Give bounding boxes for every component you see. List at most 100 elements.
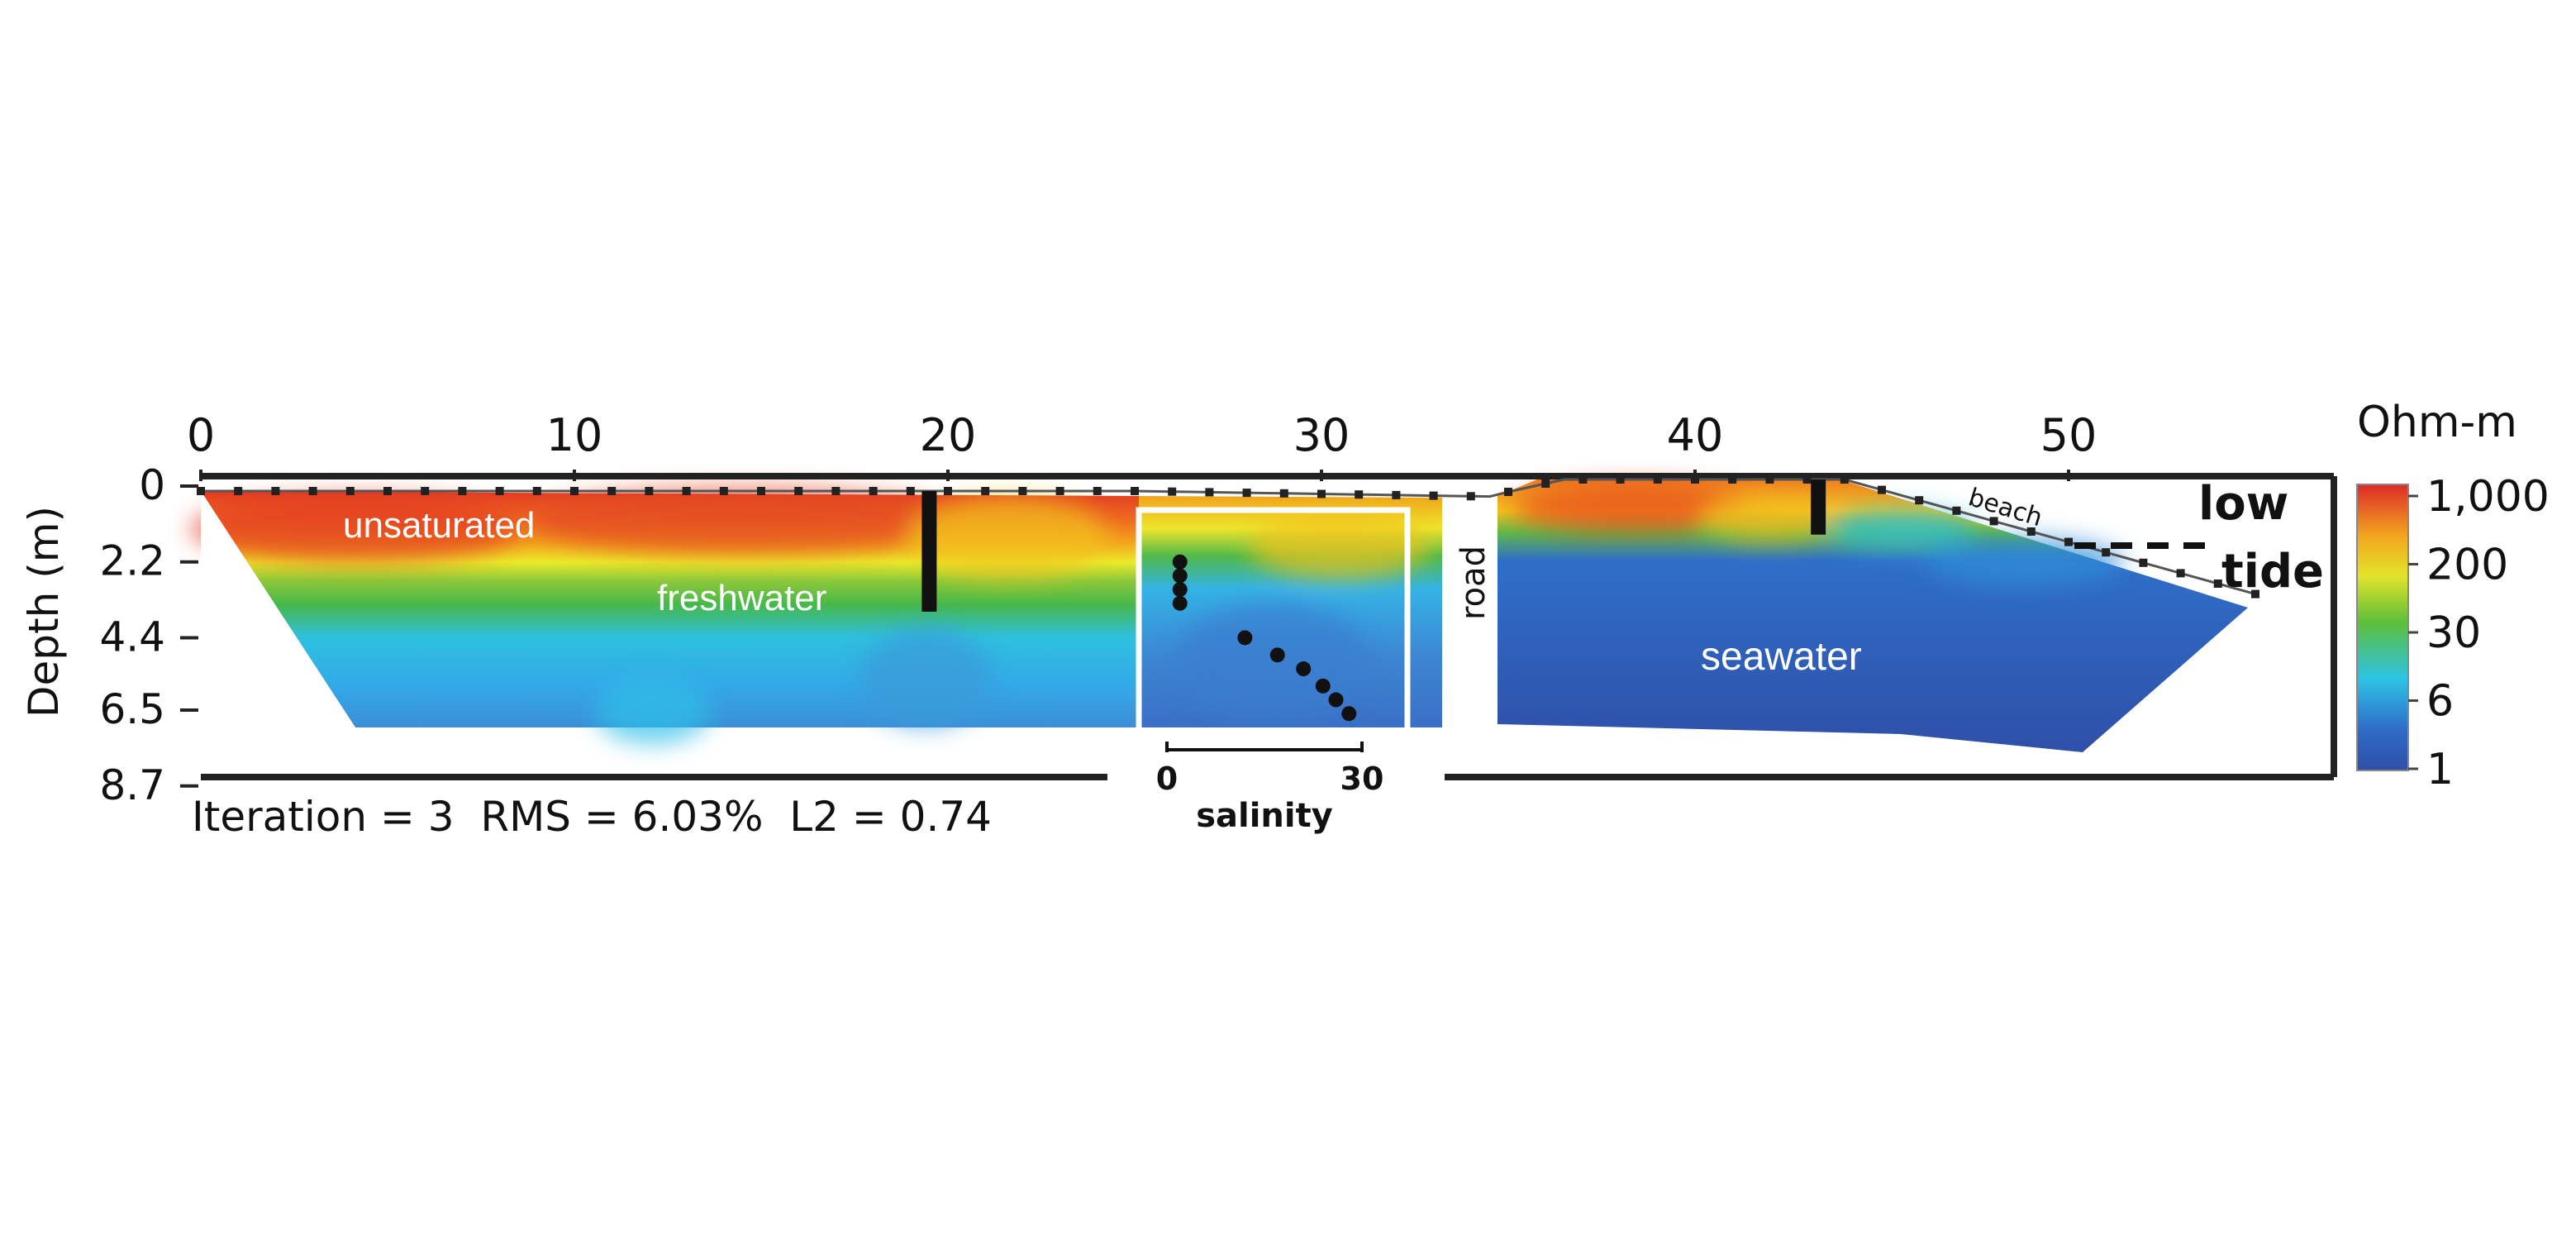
- salinity-axis-label: salinity: [1196, 797, 1333, 835]
- label-road: road: [1455, 546, 1493, 620]
- electrode-marker: [1989, 517, 1998, 526]
- x-axis-ticks: 0 10 20 30 40 50: [187, 409, 2097, 481]
- electrode-marker: [1279, 489, 1288, 498]
- colorbar-tick-label: 1: [2426, 745, 2454, 794]
- electrode-marker: [345, 487, 355, 495]
- electrode-marker: [906, 487, 915, 495]
- electrode-marker: [1653, 475, 1662, 484]
- salinity-point: [1296, 661, 1312, 677]
- electrode-marker: [2176, 569, 2185, 578]
- x-tick-label: 10: [546, 409, 603, 461]
- electrode-marker: [1541, 479, 1550, 488]
- electrode-marker: [1205, 488, 1214, 497]
- boreholes: [921, 479, 1826, 612]
- electrode-marker: [2139, 558, 2148, 567]
- electrode-marker: [1728, 475, 1737, 484]
- electrode-marker: [495, 487, 504, 495]
- electrode-marker: [1765, 475, 1774, 484]
- electrode-marker: [1131, 487, 1139, 495]
- electrode-marker: [1242, 489, 1251, 498]
- colorbar-gradient: [2356, 484, 2409, 771]
- electrode-marker: [1504, 488, 1512, 496]
- colorbar-tick-label: 200: [2426, 541, 2508, 590]
- salinity-box: [1136, 507, 1411, 735]
- electrode-marker: [197, 487, 205, 495]
- electrode-marker: [234, 487, 243, 495]
- electrode-marker: [757, 487, 765, 495]
- electrode-marker: [1055, 487, 1064, 495]
- electrode-marker: [1878, 485, 1886, 494]
- colorbar-tick-label: 1,000: [2426, 472, 2550, 522]
- electrode-marker: [1952, 506, 1961, 515]
- salinity-profile-dots: [1172, 554, 1357, 722]
- x-tick-label: 50: [2040, 409, 2097, 461]
- electrode-marker: [981, 487, 990, 495]
- salinity-point: [1172, 595, 1188, 611]
- salinity-point: [1172, 582, 1188, 598]
- borehole-marker: [921, 491, 937, 612]
- electrode-marker: [1802, 475, 1812, 484]
- electrode-marker: [532, 487, 541, 495]
- electrode-marker: [1466, 492, 1475, 501]
- electrode-marker: [1392, 490, 1401, 499]
- surface-line: [201, 478, 2256, 596]
- electrode-marker: [682, 487, 691, 495]
- electrode-marker: [869, 487, 878, 495]
- label-tide: tide: [2221, 545, 2324, 599]
- electrode-marker: [831, 487, 840, 495]
- y-tick-label: 8.7: [99, 761, 165, 809]
- lower-mask-left: [201, 491, 355, 727]
- electrode-marker: [607, 487, 617, 495]
- electrode-marker: [1317, 489, 1326, 498]
- electrode-marker: [2064, 537, 2073, 546]
- plot-frame: [201, 473, 2337, 780]
- y-tick-label: 6.5: [99, 685, 165, 733]
- electrode-marker: [944, 487, 952, 495]
- salinity-point: [1315, 678, 1331, 694]
- salinity-point: [1237, 630, 1253, 646]
- salinity-point: [1269, 647, 1285, 663]
- electrode-marker: [1915, 496, 1924, 505]
- electrode-marker: [1840, 475, 1849, 484]
- electrode-marker: [1018, 487, 1027, 495]
- electrode-marker: [570, 487, 579, 495]
- electrode-marker: [1429, 491, 1438, 500]
- x-tick-label: 30: [1293, 409, 1350, 461]
- electrode-marker: [271, 487, 280, 495]
- salinity-min-label: 0: [1156, 761, 1178, 797]
- y-axis-ticks: 0 2.2 4.4 6.5 8.7: [99, 461, 198, 809]
- y-tick-label: 4.4: [99, 613, 165, 661]
- resistivity-section: [190, 478, 2248, 752]
- label-unsaturated: unsaturated: [343, 505, 535, 546]
- y-tick-label: 2.2: [99, 537, 165, 585]
- x-tick-label: 20: [920, 409, 977, 461]
- x-tick-label: 40: [1667, 409, 1724, 461]
- label-low: low: [2198, 477, 2288, 531]
- electrode-marker: [794, 487, 803, 495]
- electrode-marker: [308, 487, 317, 495]
- salinity-point: [1172, 554, 1188, 570]
- colorbar: Ohm-m 1,000 200 30 6 1: [2356, 398, 2550, 794]
- electrode-marker: [2102, 548, 2111, 557]
- salinity-point: [1172, 568, 1188, 584]
- y-tick-label: 0: [139, 461, 165, 509]
- electrode-marker: [645, 487, 654, 495]
- surface-profile: [197, 475, 2259, 599]
- colorbar-title: Ohm-m: [2357, 398, 2517, 447]
- electrode-marker: [1616, 475, 1625, 484]
- road-gap: [1442, 493, 1498, 741]
- electrode-marker: [1578, 475, 1588, 484]
- electrode-marker: [421, 487, 430, 495]
- borehole-marker: [1811, 479, 1826, 535]
- electrode-marker: [1168, 487, 1177, 496]
- colorbar-tick-label: 6: [2426, 677, 2454, 727]
- electrode-marker: [1355, 490, 1364, 499]
- colorbar-ticks: 1,000 200 30 6 1: [2408, 472, 2550, 794]
- electrode-marker: [458, 487, 467, 495]
- electrode-marker: [2251, 589, 2259, 599]
- salinity-max-label: 30: [1340, 761, 1384, 797]
- salinity-point: [1341, 706, 1357, 722]
- label-seawater: seawater: [1701, 635, 1862, 679]
- inversion-stats: Iteration = 3 RMS = 6.03% L2 = 0.74: [192, 793, 992, 841]
